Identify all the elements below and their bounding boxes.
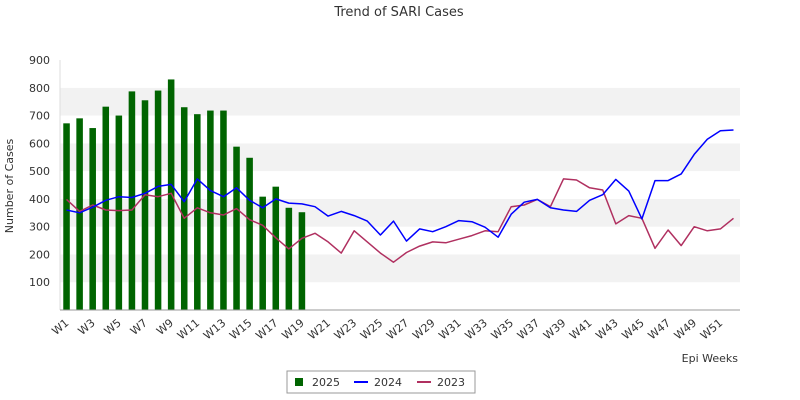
x-tick-label: W43 xyxy=(593,316,620,342)
x-tick-label: W33 xyxy=(463,316,490,342)
x-tick-label: W19 xyxy=(279,316,306,342)
x-tick-label: W9 xyxy=(154,316,176,337)
x-tick-label: W41 xyxy=(567,316,594,342)
grid-band xyxy=(60,198,740,227)
x-tick-label: W17 xyxy=(253,316,280,342)
grid-bands xyxy=(59,60,740,310)
x-tick-label: W11 xyxy=(175,316,202,342)
bar xyxy=(194,114,201,311)
x-tick-label: W45 xyxy=(619,316,646,342)
grid-band xyxy=(60,254,740,283)
x-tick-label: W31 xyxy=(436,316,463,342)
y-tick-label: 800 xyxy=(29,82,50,95)
bar xyxy=(272,186,280,310)
bars-2025 xyxy=(63,79,306,311)
x-tick-label: W23 xyxy=(332,316,359,342)
y-tick-label: 300 xyxy=(29,221,50,234)
bar xyxy=(259,196,266,310)
bar xyxy=(102,106,110,311)
y-tick-label: 100 xyxy=(29,276,50,289)
bar xyxy=(180,107,188,310)
bar xyxy=(246,157,253,310)
y-tick-label: 400 xyxy=(29,193,50,206)
bar xyxy=(128,91,136,310)
bar xyxy=(63,123,70,310)
legend-box xyxy=(286,370,476,394)
legend-label-2024: 2024 xyxy=(374,376,402,389)
bar xyxy=(220,110,227,310)
grid-band xyxy=(60,282,740,310)
x-tick-label: W3 xyxy=(76,316,98,337)
x-tick-label: W5 xyxy=(102,316,124,337)
bar xyxy=(115,115,123,310)
y-tick-label: 500 xyxy=(29,165,50,178)
x-tick-label: W29 xyxy=(410,316,437,342)
x-tick-label: W39 xyxy=(541,316,568,342)
series-line-2023 xyxy=(65,178,734,263)
bar xyxy=(141,100,149,311)
grid-band xyxy=(60,115,740,144)
series-line-2024 xyxy=(66,129,734,242)
x-axis-label: Epi Weeks xyxy=(682,352,739,365)
y-tick-label: 900 xyxy=(29,54,50,67)
bar xyxy=(207,110,214,310)
bar xyxy=(285,207,293,310)
x-tick-label: W7 xyxy=(128,316,150,337)
grid-band xyxy=(60,60,740,88)
bar xyxy=(233,146,240,310)
y-tick-label: 700 xyxy=(29,110,50,123)
bar xyxy=(89,128,96,310)
bar xyxy=(76,118,83,310)
x-tick-label: W47 xyxy=(646,316,673,342)
x-tick-label: W1 xyxy=(49,316,71,337)
bar xyxy=(154,90,162,310)
x-tick-label: W37 xyxy=(515,316,542,342)
legend-swatch-2025 xyxy=(295,378,303,386)
grid-band xyxy=(60,171,740,199)
y-axis-label: Number of Cases xyxy=(3,139,16,234)
x-tick-label: W49 xyxy=(672,316,699,342)
y-tick-label: 600 xyxy=(29,137,50,150)
grid-band xyxy=(60,87,740,116)
bar xyxy=(298,212,306,310)
x-tick-label: W35 xyxy=(489,316,516,342)
x-tick-label: W15 xyxy=(227,316,254,342)
grid-band xyxy=(60,143,740,172)
legend-label-2023: 2023 xyxy=(437,376,465,389)
line-series xyxy=(65,129,734,263)
x-tick-label: W51 xyxy=(698,316,725,342)
x-tick-label: W27 xyxy=(384,316,411,342)
y-tick-label: 200 xyxy=(29,248,50,261)
x-axis-ticks: W1 W3 W5 W7 W9W11W13W15W17W19W21W23W25W27W29… xyxy=(49,316,725,342)
legend: 2025 2024 2023 xyxy=(295,376,465,389)
x-tick-label: W13 xyxy=(201,316,228,342)
legend-label-2025: 2025 xyxy=(312,376,340,389)
chart-title: Trend of SARI Cases xyxy=(333,5,464,20)
x-tick-label: W25 xyxy=(358,316,385,342)
y-axis-ticks: 100 200 300 400 500 600 700 800 900 xyxy=(29,54,50,289)
x-tick-label: W21 xyxy=(306,316,333,342)
